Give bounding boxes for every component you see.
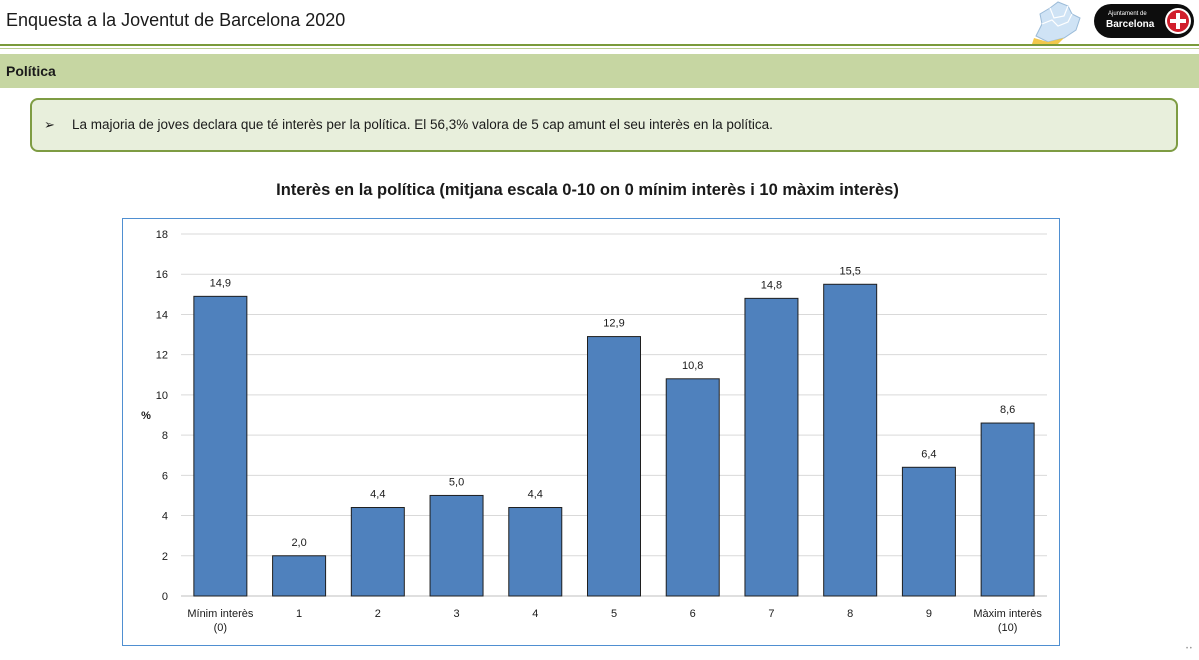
data-label: 2,0: [291, 537, 306, 549]
bar: [508, 507, 563, 597]
data-label: 8,6: [1000, 404, 1015, 416]
y-tick-label: 16: [156, 269, 168, 281]
x-tick-label: 8: [847, 608, 853, 620]
data-label: 4,4: [370, 489, 385, 501]
summary-box: ➢ La majoria de joves declara que té int…: [30, 98, 1178, 152]
y-axis-label: %: [141, 410, 151, 422]
page-corner-mark: • •: [1186, 646, 1192, 652]
x-tick-label: 6: [690, 608, 696, 620]
x-tick-label: (0): [214, 622, 227, 634]
y-tick-label: 12: [156, 350, 168, 362]
x-tick-label: Màxim interès: [973, 608, 1042, 620]
y-tick-label: 14: [156, 309, 168, 321]
y-tick-label: 10: [156, 390, 168, 402]
bar: [665, 378, 720, 597]
bar: [901, 466, 956, 597]
summary-text: La majoria de joves declara que té inter…: [72, 117, 773, 132]
y-tick-label: 0: [162, 591, 168, 603]
x-tick-label: Mínim interès: [187, 608, 254, 620]
y-tick-label: 4: [162, 511, 168, 523]
page-header: Enquesta a la Joventut de Barcelona 2020…: [0, 0, 1199, 49]
x-tick-label: 3: [453, 608, 459, 620]
header-divider-thin: [0, 48, 1199, 49]
x-tick-label: 7: [768, 608, 774, 620]
x-tick-label: 1: [296, 608, 302, 620]
bar: [193, 295, 248, 597]
x-tick-label: 5: [611, 608, 617, 620]
bar: [823, 283, 878, 597]
x-tick-label: 9: [926, 608, 932, 620]
y-tick-label: 6: [162, 470, 168, 482]
bar: [429, 494, 484, 597]
ajuntament-barcelona-logo: Ajuntament de Barcelona: [1094, 4, 1194, 38]
data-label: 4,4: [528, 489, 543, 501]
y-tick-label: 8: [162, 430, 168, 442]
x-tick-label: 2: [375, 608, 381, 620]
bar: [587, 336, 641, 597]
data-label: 12,9: [603, 318, 624, 330]
bar: [980, 422, 1035, 597]
data-label: 14,8: [761, 279, 782, 291]
section-bar: Política: [0, 54, 1199, 88]
section-label: Política: [6, 63, 56, 79]
bar: [272, 555, 327, 597]
y-tick-label: 2: [162, 551, 168, 563]
y-tick-label: 18: [156, 229, 168, 241]
data-label: 15,5: [839, 265, 860, 277]
data-label: 10,8: [682, 360, 703, 372]
x-tick-label: (10): [998, 622, 1018, 634]
chart-title: Interès en la política (mitjana escala 0…: [276, 181, 899, 199]
data-label: 5,0: [449, 476, 464, 488]
page-title: Enquesta a la Joventut de Barcelona 2020: [6, 10, 346, 30]
arrow-bullet-icon: ➢: [44, 117, 55, 132]
x-tick-label: 4: [532, 608, 538, 620]
logo-small-text: Ajuntament de: [1108, 11, 1147, 17]
header-divider: [0, 44, 1199, 46]
barcelona-map-logo: [1032, 1, 1081, 44]
barcelona-seal-icon: [1165, 8, 1191, 34]
bar: [744, 297, 799, 597]
data-label: 14,9: [210, 277, 231, 289]
data-label: 6,4: [921, 448, 936, 460]
logo-big-text: Barcelona: [1106, 19, 1155, 30]
bar: [350, 507, 405, 597]
